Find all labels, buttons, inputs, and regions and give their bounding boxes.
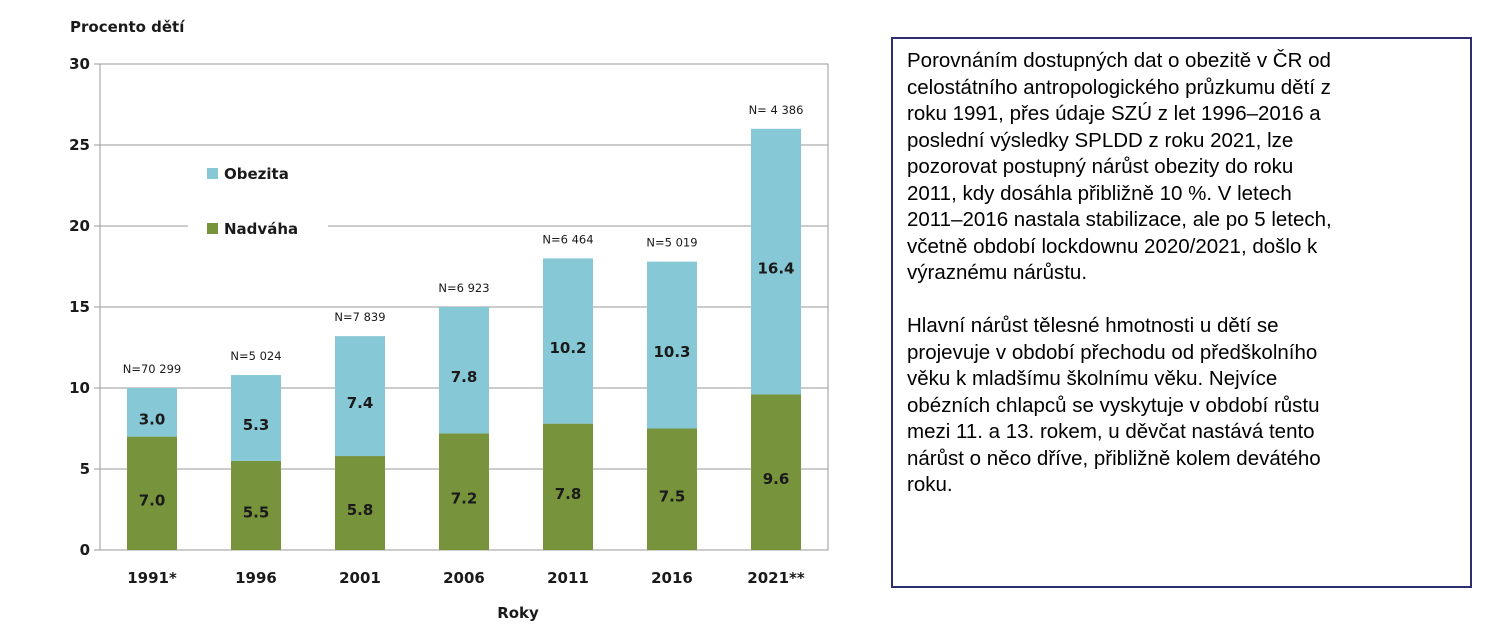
x-tick-label: 2016 [651,569,693,587]
y-tick-label: 5 [80,460,90,478]
y-tick-label: 0 [80,541,90,559]
bar-value-label: 7.5 [659,487,686,505]
bar-obezita [751,128,801,395]
bar-obezita [543,258,593,424]
legend-label: Nadváha [224,220,298,238]
sample-size-label: N=6 464 [542,232,593,246]
sample-size-label: N=70 299 [123,362,181,376]
bar-nadvaha [335,456,385,550]
bar-value-label: 3.0 [139,410,166,428]
x-tick-label: 2001 [339,569,381,587]
bar-value-label: 7.4 [347,394,374,412]
x-tick-label: 2021** [747,569,805,587]
x-axis-label: Roky [497,604,539,622]
bar-obezita [335,336,385,457]
bars: 7.0 3.0 N=70 299 1991* 5.5 5.3 N=5 024 1996 5.8 7… [123,103,805,587]
bar-value-label: 5.8 [347,501,374,519]
bar-value-label: 10.3 [653,343,690,361]
bar-value-label: 7.2 [451,490,478,508]
y-tick-label: 20 [69,217,90,235]
bar-nadvaha [127,436,177,550]
paragraph-line: poslední výsledky SPLDD z roku 2021, lze [907,128,1294,152]
y-tick-label: 15 [69,298,90,316]
paragraph-line: projevuje v období přechodu od předškoln… [907,340,1318,364]
bar-value-label: 16.4 [757,260,794,278]
bar-obezita [647,261,697,429]
stacked-bar-chart: Procento dětí 0 5 10 15 20 25 30 7.0 3.0 N=70 29… [69,18,829,622]
paragraph-line: včetně období lockdownu 2020/2021, došlo… [907,234,1318,258]
paragraph-line: Hlavní nárůst tělesné hmotnosti u dětí s… [907,314,1279,337]
sample-size-label: N=5 019 [646,236,697,250]
y-tick-label: 10 [69,379,90,397]
bar-value-label: 10.2 [549,339,586,357]
paragraph-line: věku k mladšímu školnímu věku. Nejvíce [907,367,1278,390]
paragraph-line: 2011–2016 nastala stabilizace, ale po 5 … [907,208,1332,231]
y-axis-label: Procento dětí [70,18,185,36]
paragraph-line: výraznému nárůstu. [907,261,1088,284]
x-tick-label: 1996 [235,569,277,587]
paragraph-line: Porovnáním dostupných dat o obezitě v ČR… [907,49,1331,72]
description-paragraph-2: Hlavní nárůst tělesné hmotnosti u dětí s… [907,313,1460,499]
sample-size-label: N=5 024 [230,349,281,363]
legend-label: Obezita [224,165,289,183]
paragraph-line: pozorovat postupný nárůst obezity do rok… [907,155,1294,178]
bar-nadvaha [231,460,281,550]
paragraph-line: roku 1991, přes údaje SZÚ z let 1996–201… [907,102,1321,125]
bar-value-label: 7.8 [555,485,582,503]
bar-obezita [439,307,489,434]
bar-obezita [231,375,281,461]
bar-value-label: 5.5 [243,503,270,521]
paragraph-line: nárůst o něco dříve, přibližně kolem dev… [907,446,1321,470]
paragraph-line: roku. [907,473,953,496]
bar-nadvaha [439,433,489,550]
sample-size-label: N= 4 386 [749,103,804,117]
paragraph-line: mezi 11. a 13. rokem, u děvčat nastává t… [907,420,1315,443]
y-tick-label: 30 [69,55,90,73]
x-tick-label: 2011 [547,569,589,587]
bar-value-label: 9.6 [763,470,790,488]
y-tick-label: 25 [69,136,90,154]
bar-nadvaha [751,394,801,550]
legend-swatch [207,168,218,179]
bar-value-label: 7.0 [139,491,166,509]
x-tick-label: 1991* [127,569,177,587]
sample-size-label: N=6 923 [438,281,489,295]
description-panel: Porovnáním dostupných dat o obezitě v ČR… [891,37,1472,588]
paragraph-line: 2011, kdy dosáhla přibližně 10 %. V lete… [907,181,1292,205]
bar-obezita [127,388,177,437]
legend: Obezita Nadváha [188,150,328,245]
legend-swatch [207,223,218,234]
description-paragraph-1: Porovnáním dostupných dat o obezitě v ČR… [907,48,1460,287]
bar-nadvaha [543,423,593,550]
bar-value-label: 7.8 [451,368,478,386]
x-tick-label: 2006 [443,569,485,587]
paragraph-line: obézních chlapců se vyskytuje v období r… [907,393,1320,417]
bar-nadvaha [647,428,697,550]
paragraph-line: celostátního antropologického průzkumu d… [907,75,1331,99]
bar-value-label: 5.3 [243,416,270,434]
sample-size-label: N=7 839 [334,310,385,324]
